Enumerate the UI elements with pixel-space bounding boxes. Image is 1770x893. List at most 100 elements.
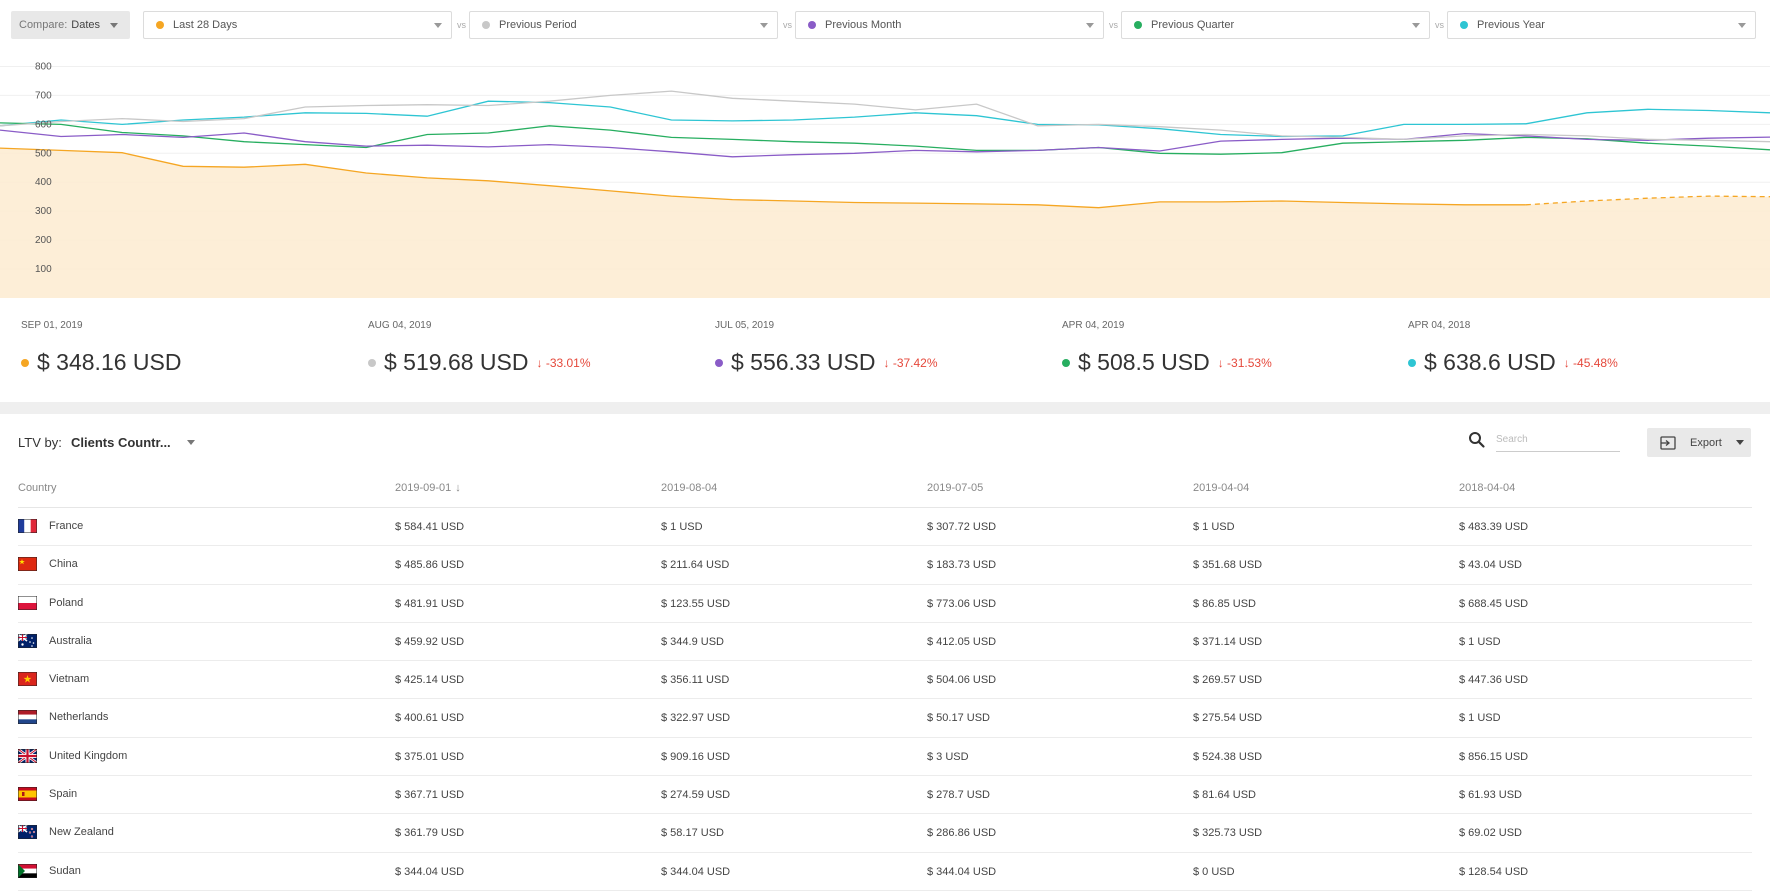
period-select-last-28-days[interactable]: Last 28 Days (143, 11, 452, 39)
table-cell: $ 307.72 USD (927, 521, 997, 533)
period-label: Previous Year (1477, 19, 1545, 31)
y-tick-label: 600 (35, 119, 52, 130)
table-cell: $ 69.02 USD (1459, 827, 1522, 840)
new-zealand-flag-icon (18, 825, 37, 840)
period-select-previous-period[interactable]: Previous Period (469, 11, 778, 39)
table-cell: $ 0 USD (1193, 865, 1235, 878)
sort-arrow-icon: ↓ (455, 482, 461, 494)
summary-date: APR 04, 2018 (1408, 320, 1471, 331)
column-header-date-2[interactable]: 2019-08-04 (661, 482, 718, 494)
compare-bar: Compare: Dates Last 28 Days vs Previous … (0, 0, 1770, 50)
column-header-date-4[interactable]: 2019-04-04 (1193, 482, 1250, 494)
table-row: Netherlands $ 400.61 USD $ 322.97 USD $ … (18, 699, 1752, 738)
ltv-line-chart: 100 200 300 400 500 600 700 800 (0, 52, 1770, 298)
column-header-date-3[interactable]: 2019-07-05 (927, 482, 984, 494)
table-row: Poland $ 481.91 USD $ 123.55 USD $ 773.0… (18, 585, 1752, 623)
table-cell: $ 211.64 USD (661, 559, 730, 572)
column-header-date-5[interactable]: 2018-04-04 (1459, 482, 1516, 494)
table-cell: $ 688.45 USD (1459, 597, 1529, 610)
column-header-country[interactable]: Country (18, 482, 57, 494)
chevron-down-icon (1412, 23, 1420, 28)
china-flag-icon (18, 557, 37, 572)
column-header-date-1[interactable]: 2019-09-01 ↓ (395, 482, 461, 494)
summary-row: SEP 01, 2019 $ 348.16 USD AUG 04, 2019 $… (0, 300, 1770, 400)
summary-value: $ 638.6 USD (1424, 349, 1556, 375)
table-cell: $ 1 USD (1193, 521, 1235, 533)
table-cell: $ 485.86 USD (395, 559, 465, 572)
country-name: Sudan (49, 864, 81, 877)
summary-change: ↓ -37.42% (883, 355, 938, 370)
table-cell: $ 61.93 USD (1459, 789, 1522, 802)
table-row: United Kingdom $ 375.01 USD $ 909.16 USD… (18, 738, 1752, 777)
table-row: France $ 584.41 USD $ 1 USD $ 307.72 USD… (18, 508, 1752, 547)
chevron-down-icon (1086, 23, 1094, 28)
table-row: Vietnam $ 425.14 USD $ 356.11 USD $ 504.… (18, 661, 1752, 700)
ltv-dimension-select[interactable]: Clients Countr... (71, 435, 171, 450)
compare-dropdown[interactable]: Compare: Dates (11, 11, 130, 39)
table-cell: $ 286.86 USD (927, 827, 997, 840)
table-cell: $ 367.71 USD (395, 789, 465, 802)
y-tick-label: 400 (35, 177, 52, 188)
export-label: Export (1690, 436, 1722, 449)
period-label: Previous Quarter (1151, 19, 1235, 31)
summary-value: $ 556.33 USD (731, 349, 876, 375)
period-select-previous-month[interactable]: Previous Month (795, 11, 1104, 39)
search-input[interactable] (1496, 428, 1620, 452)
period-select-previous-quarter[interactable]: Previous Quarter (1121, 11, 1430, 39)
chart-canvas: 100 200 300 400 500 600 700 800 (0, 61, 1770, 298)
table-cell: $ 447.36 USD (1459, 674, 1529, 687)
country-name: Netherlands (49, 711, 109, 724)
table-cell: $ 375.01 USD (395, 750, 465, 763)
australia-flag-icon (18, 633, 37, 648)
table-cell: $ 123.55 USD (661, 597, 731, 610)
series-dot-icon (1134, 21, 1142, 29)
table-cell: $ 483.39 USD (1459, 521, 1529, 533)
y-tick-label: 200 (35, 235, 52, 246)
table-cell: $ 459.92 USD (395, 635, 465, 648)
summary-change: ↓ -31.53% (1217, 355, 1272, 370)
summary-item: SEP 01, 2019 $ 348.16 USD (21, 320, 189, 376)
table-cell: $ 425.14 USD (395, 674, 465, 687)
summary-date: AUG 04, 2019 (368, 320, 432, 331)
series-area (0, 148, 1770, 298)
france-flag-icon (18, 519, 37, 533)
period-select-previous-year[interactable]: Previous Year (1447, 11, 1756, 39)
export-button[interactable]: Export (1647, 428, 1751, 457)
series-line (0, 100, 1770, 138)
ltv-table: Country 2019-09-01 ↓ 2019-08-04 2019-07-0… (18, 470, 1752, 891)
table-cell: $ 269.57 USD (1193, 674, 1263, 687)
vs-label: vs (457, 20, 466, 30)
vs-label: vs (1435, 20, 1444, 30)
table-cell: $ 274.59 USD (661, 789, 731, 802)
chevron-down-icon (1738, 23, 1746, 28)
y-tick-label: 800 (35, 61, 52, 72)
summary-item: JUL 05, 2019 $ 556.33 USD ↓ -37.42% (715, 320, 938, 376)
summary-date: APR 04, 2019 (1062, 320, 1125, 331)
united-kingdom-flag-icon (18, 748, 37, 763)
table-cell: $ 344.04 USD (395, 865, 465, 878)
series-line (0, 122, 1770, 155)
table-cell: $ 325.73 USD (1193, 827, 1263, 840)
chevron-down-icon[interactable] (187, 440, 195, 445)
series-dot-icon (808, 21, 816, 29)
y-tick-label: 100 (35, 264, 52, 275)
country-name: France (49, 520, 84, 532)
y-tick-label: 300 (35, 206, 52, 217)
column-header-label: 2019-09-01 (395, 482, 452, 494)
table-cell: $ 183.73 USD (927, 559, 997, 572)
table-cell: $ 909.16 USD (661, 750, 731, 763)
table-cell: $ 481.91 USD (395, 597, 465, 610)
table-cell: $ 1 USD (1459, 712, 1501, 725)
period-label: Previous Month (825, 19, 902, 31)
chevron-down-icon (434, 23, 442, 28)
search-icon[interactable] (1468, 431, 1486, 449)
summary-date: SEP 01, 2019 (21, 320, 83, 331)
table-row: Sudan $ 344.04 USD $ 344.04 USD $ 344.04… (18, 853, 1752, 891)
y-tick-label: 500 (35, 148, 52, 159)
series-dot-icon (482, 21, 490, 29)
table-cell: $ 278.7 USD (927, 789, 990, 802)
ltv-label: LTV by: (18, 435, 62, 450)
table-cell: $ 412.05 USD (927, 635, 997, 648)
table-cell: $ 344.04 USD (927, 865, 997, 878)
table-cell: $ 344.9 USD (661, 635, 724, 648)
